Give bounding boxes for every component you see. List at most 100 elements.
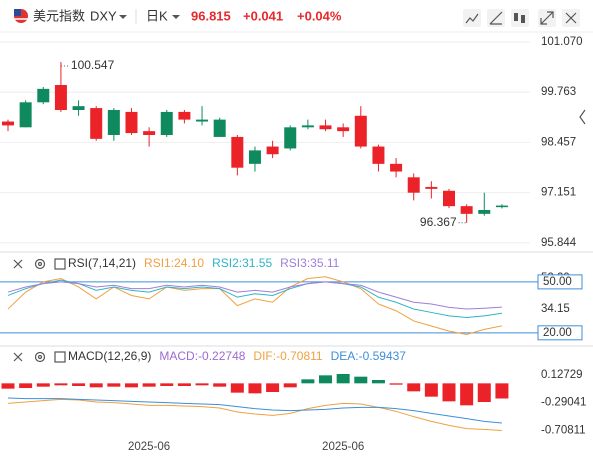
candle-body — [160, 111, 173, 135]
macd-bar — [124, 383, 138, 388]
indicator-icon — [54, 351, 66, 363]
level-label: 50.00 — [543, 276, 572, 288]
settings-icon-core — [37, 354, 43, 360]
toolbar: 美元指数 DXY 日K 96.815 +0.041 +0.04% — [14, 8, 580, 27]
indicator-button[interactable] — [463, 9, 481, 27]
indicator-icon — [465, 13, 479, 24]
candle-body — [460, 206, 473, 214]
candle-body — [72, 106, 85, 110]
fullscreen-icon — [540, 11, 554, 25]
indicator-title: RSI(7,14,21) — [68, 256, 136, 270]
macd-bar — [19, 383, 33, 388]
y-tick-label: 97.151 — [541, 187, 576, 199]
remove-icon — [13, 259, 23, 269]
candle-body — [390, 163, 403, 172]
symbol-name[interactable]: 美元指数 — [33, 8, 85, 23]
min-label: 96.367 — [420, 215, 457, 229]
macd-bar — [477, 383, 491, 402]
dropdown-arrow[interactable] — [172, 15, 180, 19]
y-tick-label: 95.844 — [541, 237, 577, 249]
macd-bar — [142, 383, 156, 387]
y-tick-label: 0.12729 — [541, 369, 583, 381]
macd-bar — [442, 383, 456, 402]
candle-body — [478, 210, 491, 214]
legend-entry: RSI1:24.10 — [144, 256, 204, 270]
settings-icon — [34, 258, 46, 270]
macd-bar — [301, 379, 315, 384]
macd-bar — [107, 383, 121, 387]
indicator-title: MACD(12,26,9) — [68, 349, 151, 363]
candle-type-button[interactable] — [511, 9, 529, 27]
candle-body — [443, 190, 455, 207]
close-icon — [565, 12, 577, 24]
settings-icon-core — [37, 261, 43, 267]
candle-body — [372, 146, 385, 164]
macd-bar — [1, 383, 15, 389]
level-label-box — [537, 325, 583, 341]
y-tick-label: 34.15 — [541, 303, 570, 315]
candle-body — [2, 121, 14, 126]
settings-icon — [34, 351, 46, 363]
macd-bar — [248, 383, 262, 394]
candle-body — [54, 85, 67, 110]
candle-body — [107, 110, 120, 135]
macd-bar — [424, 383, 438, 397]
rsi-line — [7, 279, 502, 319]
candle-body — [125, 111, 138, 134]
legend-entry: RSI3:35.11 — [280, 256, 339, 270]
symbol-code[interactable]: DXY — [90, 8, 117, 23]
x-tick-label: 2025-06 — [322, 441, 364, 453]
candle-body — [266, 146, 279, 155]
candle-body — [196, 119, 209, 122]
candle-body — [319, 125, 332, 130]
collapse-arrow[interactable] — [579, 109, 586, 125]
macd-bar — [319, 375, 333, 384]
macd-bar — [195, 383, 209, 386]
legend-entry: DEA:-0.59437 — [331, 349, 407, 363]
candle-body — [231, 136, 244, 168]
y-tick-label: 98.457 — [541, 136, 576, 148]
indicator-icon — [54, 258, 66, 270]
macd-bar — [495, 383, 509, 399]
max-label: 100.547 — [71, 58, 115, 72]
x-tick-label: 2025-06 — [128, 441, 170, 453]
macd-bar — [389, 383, 403, 385]
macd-bar — [54, 383, 68, 386]
macd-bar — [460, 383, 474, 406]
candle-body — [495, 205, 508, 208]
macd-bar — [72, 383, 86, 386]
macd-bar — [407, 383, 421, 392]
candle-body — [37, 88, 50, 103]
dropdown-arrow[interactable] — [119, 15, 127, 19]
candle-body — [90, 108, 103, 139]
candle-body — [337, 127, 350, 132]
candle-body — [425, 186, 438, 189]
y-tick-label: 101.070 — [541, 36, 583, 48]
draw-icon — [489, 11, 503, 25]
flag-canton — [14, 9, 21, 16]
candle-icon — [514, 13, 518, 21]
macd-bar — [371, 380, 385, 384]
candle-body — [248, 150, 261, 164]
candle-body — [213, 119, 226, 137]
candle-body — [178, 111, 191, 120]
level-label-box — [537, 274, 583, 290]
candle-body — [354, 115, 367, 147]
macd-bar — [213, 383, 227, 387]
legend-entry: MACD:-0.22748 — [159, 349, 245, 363]
candle-body — [407, 177, 420, 193]
price: 96.815 — [191, 8, 231, 23]
macd-bar — [266, 383, 280, 392]
rsi-line — [7, 276, 503, 336]
macd-bar — [336, 374, 350, 384]
macd-line — [7, 398, 502, 432]
candle-body — [284, 127, 297, 149]
y-tick-label: -0.70811 — [541, 425, 586, 437]
candle-body — [19, 102, 32, 128]
remove-icon — [13, 352, 23, 362]
change-percent: +0.04% — [297, 8, 342, 23]
level-label: 20.00 — [543, 327, 572, 339]
period[interactable]: 日K — [146, 8, 168, 23]
